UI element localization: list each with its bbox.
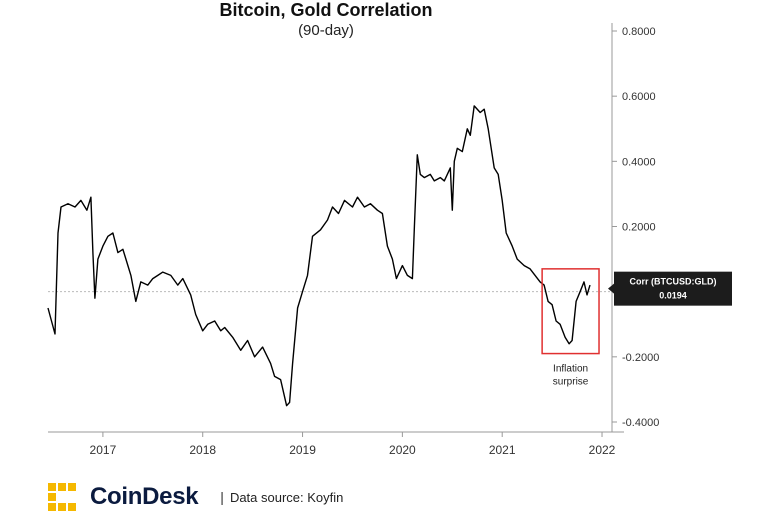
chart-title: Bitcoin, Gold Correlation [219, 0, 433, 20]
footer-separator: | [220, 489, 224, 505]
footer: CoinDesk | Data source: Koyfin [48, 482, 343, 512]
y-tick-label: 0.2000 [622, 222, 656, 234]
x-tick-label: 2018 [189, 443, 216, 457]
x-tick-label: 2022 [589, 443, 616, 457]
x-tick-label: 2019 [289, 443, 316, 457]
y-tick-label: 0.4000 [622, 156, 656, 168]
chart-axes: 0.8000 0.6000 0.4000 0.2000 -0.2000 -0.4000 20… [48, 23, 659, 457]
data-source: Data source: Koyfin [229, 489, 344, 505]
y-tick-label: -0.2000 [622, 352, 659, 364]
correlation-chart: 0.8000 0.6000 0.4000 0.2000 -0.2000 -0.4000 20… [47, 23, 732, 457]
annotation-box [541, 268, 600, 355]
callout-label: Corr (BTCUSD:GLD) [630, 277, 717, 287]
x-tick-label: 2021 [489, 443, 516, 457]
callout-pointer [608, 283, 614, 294]
callout-value: 0.0194 [659, 291, 687, 301]
callout-badge [614, 271, 732, 306]
chart-subtitle: (90-day) [298, 22, 354, 39]
x-tick-label: 2017 [90, 443, 117, 457]
coindesk-logo-icon [48, 483, 82, 511]
annotation-line2: surprise [553, 377, 589, 388]
y-tick-label: 0.6000 [622, 91, 656, 103]
chart-marks: Inflation surprise Corr (BTCUSD:GLD) 0.0194 [47, 105, 732, 407]
x-tick-label: 2020 [389, 443, 416, 457]
y-tick-label: 0.8000 [622, 26, 656, 38]
y-tick-label: -0.4000 [622, 417, 659, 429]
brand-name: CoinDesk [90, 483, 199, 510]
series-line [47, 105, 591, 407]
annotation-line1: Inflation [553, 364, 588, 375]
